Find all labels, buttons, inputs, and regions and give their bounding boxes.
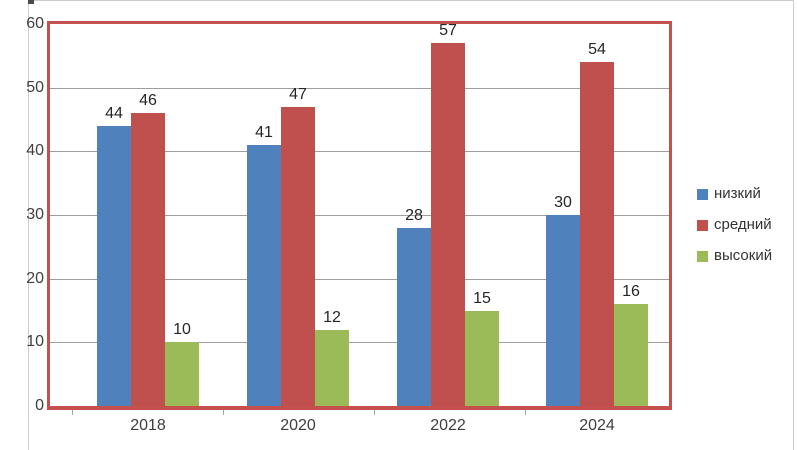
bar-series1-2024[interactable] [546, 215, 580, 406]
bar-value-label: 10 [173, 321, 191, 339]
gridline [50, 151, 669, 153]
legend-item-series2[interactable]: средний [697, 217, 772, 233]
legend-label: низкий [714, 185, 761, 202]
bar-series3-2020[interactable] [315, 329, 349, 406]
x-tick-label: 2018 [130, 417, 166, 434]
bar-series3-2018[interactable] [165, 342, 199, 406]
bar-series1-2022[interactable] [397, 227, 431, 406]
bar-series2-2024[interactable] [580, 62, 614, 406]
legend-label: средний [714, 216, 772, 233]
axis-tick [223, 410, 224, 415]
legend-item-series3[interactable]: высокий [697, 248, 772, 264]
bar-value-label: 46 [139, 92, 157, 110]
axis-tick [72, 410, 73, 415]
bar-value-label: 54 [588, 41, 606, 59]
bar-series1-2018[interactable] [97, 125, 131, 406]
bar-value-label: 16 [622, 283, 640, 301]
gridline [50, 278, 669, 280]
y-tick-label: 0 [35, 397, 44, 414]
x-tick-label: 2024 [579, 417, 615, 434]
gridline [50, 215, 669, 216]
legend-item-series1[interactable]: низкий [697, 186, 772, 202]
x-tick-label: 2022 [430, 417, 466, 434]
legend-label: высокий [714, 247, 773, 264]
legend-swatch-icon [697, 219, 708, 231]
bar-series1-2020[interactable] [247, 144, 281, 406]
bar-value-label: 44 [105, 104, 123, 122]
legend: низкий средний высокий [697, 186, 772, 279]
bar-series3-2024[interactable] [614, 304, 648, 406]
axis-tick [374, 410, 375, 415]
legend-swatch-icon [697, 188, 708, 200]
bar-value-label: 41 [255, 123, 273, 141]
y-tick-label: 60 [26, 15, 44, 32]
plot-area[interactable]: 44 41 28 30 46 47 57 54 10 12 15 16 [47, 21, 672, 410]
axis-tick [525, 410, 526, 415]
y-tick-label: 20 [26, 269, 44, 287]
bar-series3-2022[interactable] [465, 310, 499, 406]
bar-series2-2020[interactable] [281, 106, 315, 406]
bar-value-label: 57 [439, 22, 457, 40]
y-tick-label: 50 [26, 78, 44, 96]
gridline [50, 342, 669, 344]
bar-value-label: 47 [289, 85, 307, 103]
bar-series2-2022[interactable] [431, 43, 465, 406]
y-tick-label: 30 [26, 206, 44, 223]
y-tick-label: 40 [26, 142, 44, 160]
bar-value-label: 30 [554, 194, 572, 211]
legend-swatch-icon [697, 250, 708, 262]
bar-value-label: 15 [473, 289, 491, 307]
x-tick-label: 2020 [280, 417, 316, 434]
bar-value-label: 12 [323, 308, 341, 326]
bar-value-label: 28 [405, 206, 423, 224]
bar-series2-2018[interactable] [131, 113, 165, 406]
gridline [50, 87, 669, 89]
corner-mark [28, 0, 34, 4]
y-tick-label: 10 [26, 333, 44, 351]
